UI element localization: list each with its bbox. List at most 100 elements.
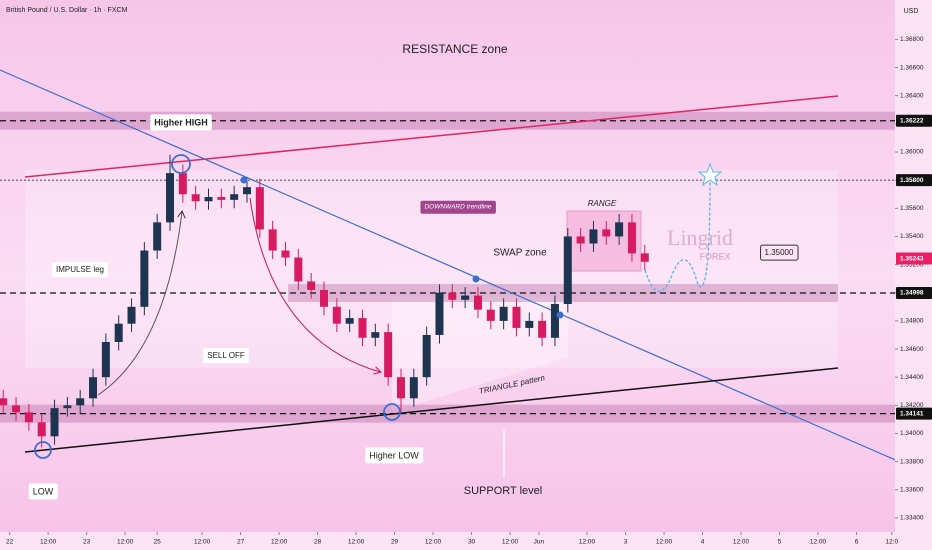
candle-body	[0, 398, 8, 406]
candle-body	[525, 320, 534, 328]
header-title: British Pound / U.S. Dollar · 1h · FXCM	[6, 7, 128, 14]
candle-body	[448, 292, 457, 300]
x-tick-label: 12:00	[579, 539, 596, 546]
y-tick-label: 1.34600	[900, 346, 924, 353]
price-tag	[896, 287, 932, 300]
candle-body	[640, 253, 649, 262]
y-tick-label: 1.34000	[900, 430, 924, 437]
x-tick-label: 4	[701, 539, 705, 546]
candle-body	[191, 194, 200, 202]
candle-body	[473, 295, 482, 310]
candle-body	[101, 342, 110, 378]
candle-body	[358, 318, 367, 338]
annotation: DOWNWARD trendline	[420, 200, 496, 214]
candle-body	[230, 194, 239, 200]
candle-body	[307, 281, 316, 290]
support-trendline	[24, 367, 839, 453]
downward-trendline	[0, 69, 901, 463]
annotation: LOW	[28, 483, 58, 500]
candle-body	[512, 306, 521, 328]
x-tick-label: 12:00	[117, 539, 134, 546]
candle-body	[281, 250, 290, 258]
y-tick-label: 1.36600	[900, 64, 924, 71]
annotation-text: 1.35000	[765, 248, 794, 257]
annotation: IMPULSE leg	[51, 262, 109, 278]
y-tick-label: 1.34200	[900, 402, 924, 409]
price-tag	[896, 252, 932, 265]
candle-body	[89, 377, 98, 399]
candle-body	[178, 173, 187, 195]
candle-body	[153, 222, 162, 251]
candle-body	[602, 229, 611, 237]
x-tick-label: 3	[624, 539, 628, 546]
annotation: RANGE	[588, 199, 617, 208]
zone-band	[0, 111, 895, 130]
touch-point	[556, 311, 564, 319]
x-tick-label: Jun	[534, 539, 545, 546]
annotation-box	[51, 262, 109, 278]
candle-body	[217, 197, 226, 200]
y-tick-label: 1.35400	[900, 233, 924, 240]
candle-body	[371, 332, 380, 338]
x-tick-label: 28	[314, 539, 322, 546]
annotation: RESISTANCE zone	[402, 42, 507, 56]
selloff-arrow	[249, 197, 380, 372]
candle-body	[63, 405, 72, 409]
annotation-text: RESISTANCE zone	[402, 42, 507, 56]
candle-body	[576, 236, 585, 244]
annotation-text: Higher LOW	[369, 450, 419, 460]
candle-body	[24, 412, 33, 423]
y-tick-label: 1.33400	[900, 515, 924, 522]
price-tag-label: 1.35243	[900, 255, 924, 262]
y-tick-label: 1.33800	[900, 458, 924, 465]
price-tag	[896, 114, 932, 127]
annotation-text: SWAP zone	[493, 248, 547, 259]
annotation-box	[420, 200, 496, 214]
candle-body	[294, 257, 303, 282]
candle-body	[538, 320, 547, 338]
x-tick-label: 22	[6, 539, 14, 546]
candle-body	[166, 173, 175, 223]
candle-body	[396, 377, 405, 399]
candle-body	[50, 408, 59, 437]
candle-body	[384, 332, 393, 378]
x-tick-label: 23	[83, 539, 91, 546]
projection-path	[644, 179, 711, 292]
candle-body	[76, 398, 85, 406]
x-tick-label: 12:0	[885, 539, 898, 546]
candle-body	[409, 377, 418, 399]
x-tick-label: 25	[154, 539, 162, 546]
annotation-text: SUPPORT level	[464, 485, 542, 497]
x-tick-label: 5	[778, 539, 782, 546]
y-tick-label: 1.33600	[900, 486, 924, 493]
annotation: SUPPORT level	[464, 485, 542, 497]
candle-body	[615, 222, 624, 237]
candle-body	[627, 222, 636, 254]
x-tick-label: 12:00	[656, 539, 673, 546]
price-tag-label: 1.36222	[900, 117, 924, 124]
annotation-box	[28, 483, 58, 500]
currency: USD	[904, 8, 919, 15]
annotation: 1.35000	[760, 244, 799, 261]
touch-point	[240, 176, 248, 184]
annotation: Higher LOW	[365, 447, 424, 464]
x-tick-label: 12:00	[271, 539, 288, 546]
candle-body	[422, 334, 431, 378]
price-tag-label: 1.34998	[900, 290, 924, 297]
annotation: Higher HIGH	[150, 114, 212, 131]
candle-body	[550, 304, 559, 338]
annotation-text: IMPULSE leg	[56, 265, 104, 274]
target-star	[697, 162, 723, 187]
annotation-box	[760, 244, 799, 261]
x-tick-label: 12:00	[425, 539, 442, 546]
y-tick-label: 1.36800	[900, 36, 924, 43]
candle-body	[332, 306, 341, 324]
candle-body	[461, 295, 470, 300]
price-tag-label: 1.34141	[900, 410, 924, 417]
candle-body	[140, 250, 149, 307]
x-tick-label: 12:00	[502, 539, 519, 546]
annotation-box	[203, 348, 249, 364]
annotation-text: DOWNWARD trendline	[424, 204, 491, 211]
candle-body	[127, 306, 136, 324]
